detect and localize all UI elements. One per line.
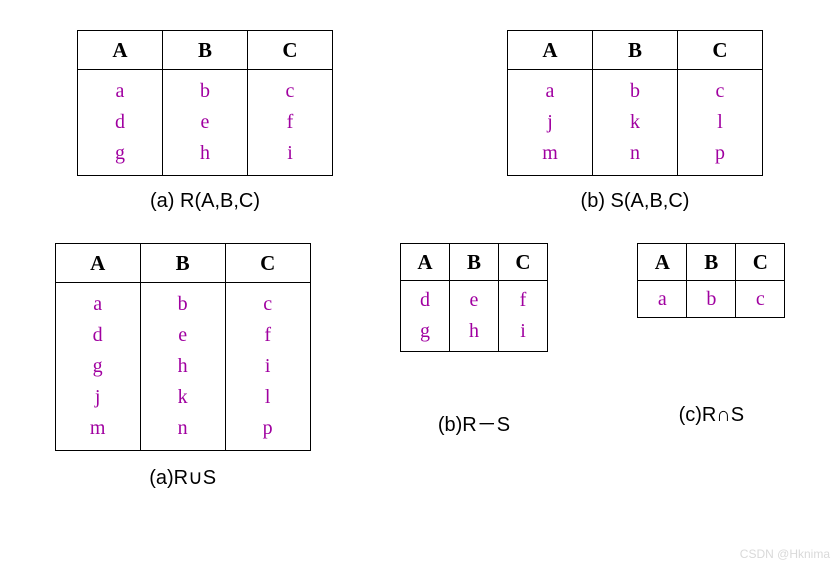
col-header: C (498, 244, 547, 281)
table-RminusS: A B C dg eh fi (b)R－S (400, 243, 548, 437)
table-cell: b (687, 281, 736, 318)
caption-RintS: (c)R∩S (679, 404, 744, 427)
table-body-cell: clp (678, 70, 763, 176)
table-body-cell: cfi (248, 70, 333, 176)
table-S-grid: A B C ajm bkn clp (507, 30, 763, 176)
col-header: B (140, 244, 225, 283)
col-header: B (163, 31, 248, 70)
table-S: A B C ajm bkn clp (b) S(A,B,C) (507, 30, 763, 213)
table-RunionS: A B C adgjm behkn cfilp (a)R∪S (55, 243, 311, 490)
table-body-cell: adg (78, 70, 163, 176)
table-RminusS-grid: A B C dg eh fi (400, 243, 548, 352)
col-header: A (400, 244, 449, 281)
table-body-cell: dg (400, 281, 449, 352)
caption-R: (a) R(A,B,C) (150, 190, 260, 213)
col-header: C (225, 244, 310, 283)
col-header: C (678, 31, 763, 70)
table-RintS: A B C a b c (c)R∩S (637, 243, 785, 427)
col-header: A (638, 244, 687, 281)
table-cell: c (736, 281, 785, 318)
caption-RminusS: (b)R－S (438, 408, 510, 437)
caption-RunionS: (a)R∪S (149, 465, 216, 490)
table-cell: a (638, 281, 687, 318)
caption-S: (b) S(A,B,C) (581, 190, 690, 213)
col-header: B (449, 244, 498, 281)
table-R: A B C adg beh cfi (a) R(A,B,C) (77, 30, 333, 213)
table-RintS-grid: A B C a b c (637, 243, 785, 318)
table-body-cell: cfilp (225, 283, 310, 451)
col-header: A (55, 244, 140, 283)
col-header: B (687, 244, 736, 281)
col-header: C (248, 31, 333, 70)
table-RunionS-grid: A B C adgjm behkn cfilp (55, 243, 311, 451)
table-body-cell: adgjm (55, 283, 140, 451)
table-body-cell: bkn (593, 70, 678, 176)
table-body-cell: eh (449, 281, 498, 352)
col-header: A (78, 31, 163, 70)
table-body-cell: fi (498, 281, 547, 352)
col-header: B (593, 31, 678, 70)
table-R-grid: A B C adg beh cfi (77, 30, 333, 176)
table-body-cell: beh (163, 70, 248, 176)
table-body-cell: ajm (508, 70, 593, 176)
table-body-cell: behkn (140, 283, 225, 451)
watermark-text: CSDN @Hknima (740, 547, 830, 561)
col-header: A (508, 31, 593, 70)
col-header: C (736, 244, 785, 281)
